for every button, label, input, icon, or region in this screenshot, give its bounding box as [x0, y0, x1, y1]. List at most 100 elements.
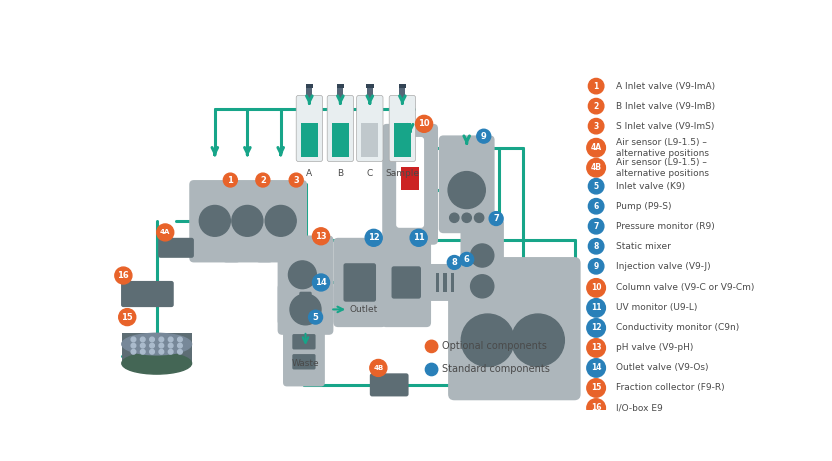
- Bar: [336, 84, 344, 88]
- Circle shape: [232, 206, 263, 236]
- Circle shape: [462, 213, 472, 222]
- Circle shape: [587, 339, 606, 357]
- Circle shape: [587, 399, 606, 417]
- FancyBboxPatch shape: [389, 95, 415, 161]
- Circle shape: [177, 349, 182, 354]
- FancyBboxPatch shape: [382, 124, 438, 245]
- Circle shape: [587, 379, 606, 397]
- Text: 4B: 4B: [591, 163, 602, 172]
- Text: 15: 15: [591, 384, 602, 392]
- Text: alternative positions: alternative positions: [616, 148, 709, 158]
- Bar: [451, 273, 454, 292]
- FancyBboxPatch shape: [292, 334, 315, 349]
- Text: A Inlet valve (V9-ImA): A Inlet valve (V9-ImA): [616, 82, 715, 91]
- Circle shape: [200, 206, 230, 236]
- Circle shape: [141, 349, 145, 354]
- Circle shape: [131, 349, 136, 354]
- Text: Waste: Waste: [292, 360, 319, 368]
- Text: Outlet: Outlet: [349, 305, 378, 314]
- Circle shape: [471, 275, 494, 298]
- Bar: [367, 87, 373, 98]
- Text: 1: 1: [227, 176, 233, 184]
- Text: B: B: [337, 169, 344, 177]
- FancyBboxPatch shape: [392, 266, 421, 299]
- Circle shape: [587, 138, 606, 157]
- Text: 7: 7: [593, 222, 599, 231]
- FancyBboxPatch shape: [396, 137, 424, 228]
- Circle shape: [168, 343, 173, 348]
- Text: 16: 16: [117, 271, 129, 280]
- Text: 14: 14: [591, 363, 602, 372]
- Circle shape: [588, 239, 604, 254]
- Text: 9: 9: [481, 132, 487, 141]
- Text: Sample: Sample: [385, 169, 419, 177]
- Text: Pump (P9-S): Pump (P9-S): [616, 202, 671, 211]
- Circle shape: [150, 349, 155, 354]
- Circle shape: [313, 274, 329, 291]
- Circle shape: [448, 171, 485, 208]
- FancyBboxPatch shape: [370, 373, 409, 396]
- Circle shape: [588, 99, 604, 114]
- Circle shape: [309, 310, 323, 324]
- Circle shape: [290, 173, 303, 187]
- Text: A: A: [306, 169, 313, 177]
- Text: 8: 8: [593, 242, 599, 251]
- Circle shape: [177, 343, 182, 348]
- Circle shape: [141, 343, 145, 348]
- FancyBboxPatch shape: [438, 136, 494, 233]
- FancyBboxPatch shape: [357, 95, 383, 161]
- Bar: [301, 123, 318, 157]
- Circle shape: [415, 115, 433, 132]
- Bar: [394, 123, 411, 157]
- Circle shape: [150, 337, 155, 342]
- Text: 4B: 4B: [374, 365, 384, 371]
- Circle shape: [256, 173, 270, 187]
- Circle shape: [587, 319, 606, 337]
- Circle shape: [588, 219, 604, 234]
- Bar: [361, 123, 379, 157]
- FancyBboxPatch shape: [255, 180, 307, 262]
- Circle shape: [587, 278, 606, 297]
- Text: 4A: 4A: [591, 143, 602, 152]
- Text: C: C: [367, 169, 373, 177]
- Circle shape: [131, 337, 136, 342]
- FancyBboxPatch shape: [189, 180, 241, 262]
- Text: 2: 2: [260, 176, 265, 184]
- Text: 12: 12: [368, 233, 379, 242]
- Bar: [443, 273, 447, 292]
- FancyBboxPatch shape: [278, 283, 334, 335]
- Circle shape: [588, 118, 604, 134]
- Text: Air sensor (L9-1.5) –: Air sensor (L9-1.5) –: [616, 158, 706, 167]
- Text: 11: 11: [413, 233, 424, 242]
- Text: 1: 1: [593, 82, 599, 91]
- Circle shape: [477, 129, 491, 143]
- Text: 16: 16: [591, 403, 602, 413]
- Circle shape: [471, 244, 494, 267]
- Circle shape: [313, 228, 329, 245]
- FancyBboxPatch shape: [300, 292, 312, 309]
- Circle shape: [159, 349, 164, 354]
- FancyBboxPatch shape: [158, 238, 194, 258]
- Text: 7: 7: [493, 214, 499, 223]
- Text: 13: 13: [591, 343, 602, 352]
- Circle shape: [460, 253, 473, 266]
- Text: 5: 5: [593, 182, 599, 191]
- Circle shape: [587, 159, 606, 177]
- FancyBboxPatch shape: [428, 264, 462, 301]
- Circle shape: [588, 259, 604, 274]
- Text: 12: 12: [591, 324, 602, 332]
- Circle shape: [141, 337, 145, 342]
- Circle shape: [461, 314, 514, 366]
- Circle shape: [410, 229, 427, 246]
- Circle shape: [159, 337, 164, 342]
- Text: 10: 10: [591, 284, 602, 292]
- Circle shape: [131, 343, 136, 348]
- Text: Optional components: Optional components: [443, 342, 547, 351]
- Bar: [399, 84, 406, 88]
- FancyBboxPatch shape: [222, 180, 274, 262]
- Text: 14: 14: [315, 278, 327, 287]
- Text: Injection valve (V9-J): Injection valve (V9-J): [616, 262, 711, 271]
- Circle shape: [290, 294, 321, 325]
- FancyBboxPatch shape: [448, 257, 581, 400]
- Circle shape: [587, 359, 606, 377]
